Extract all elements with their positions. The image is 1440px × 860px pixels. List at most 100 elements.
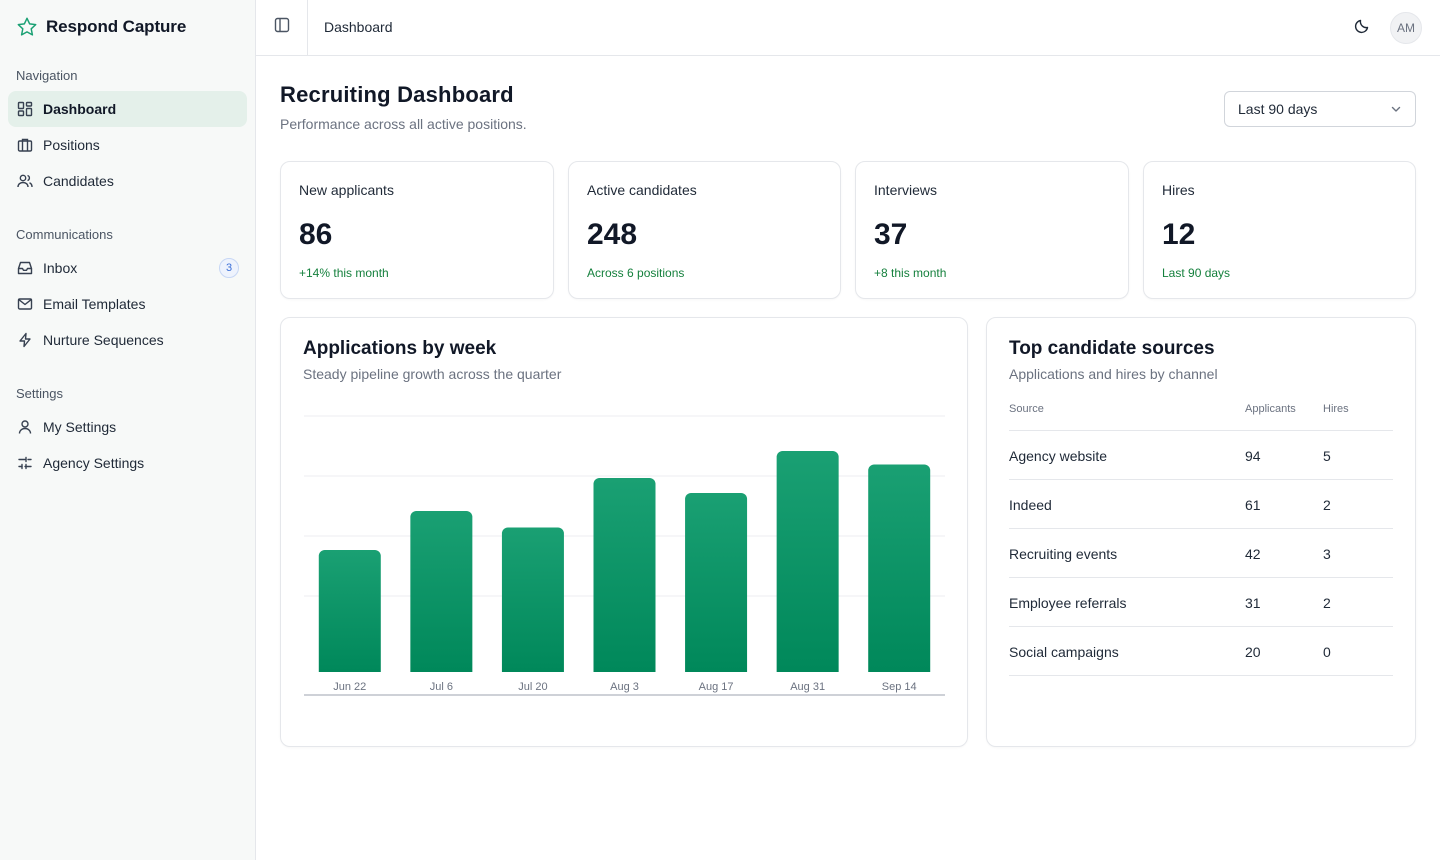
- applicants-count: 20: [1245, 644, 1261, 660]
- sidebar-toggle-icon: [274, 17, 290, 38]
- applications-chart-panel: Applications by week Steady pipeline gro…: [280, 317, 968, 747]
- avatar[interactable]: AM: [1390, 12, 1422, 44]
- panel-subtitle: Steady pipeline growth across the quarte…: [303, 366, 562, 382]
- stat-note: Last 90 days: [1162, 266, 1231, 280]
- chart-bar: [685, 493, 748, 672]
- hires-count: 5: [1323, 448, 1331, 464]
- hires-count: 2: [1323, 497, 1331, 513]
- nav-section-title: Communications: [16, 227, 113, 242]
- chart-bar: [776, 451, 839, 672]
- source-name: Indeed: [1009, 497, 1052, 513]
- source-name: Recruiting events: [1009, 546, 1118, 562]
- source-name: Social campaigns: [1009, 644, 1119, 660]
- sidebar-toggle-button[interactable]: [256, 0, 308, 55]
- chart-tick-label: Jun 22: [333, 681, 366, 693]
- page-subtitle: Performance across all active positions.: [280, 116, 527, 132]
- chart-bar: [868, 464, 931, 672]
- breadcrumb: Dashboard: [324, 19, 393, 35]
- inbox-icon: [16, 260, 33, 277]
- chart-tick-label: Jul 20: [518, 681, 547, 693]
- table-row: Indeed 61 2: [1009, 480, 1393, 529]
- table-row: Recruiting events 42 3: [1009, 529, 1393, 578]
- stat-label: Interviews: [874, 182, 938, 198]
- sidebar-item-positions[interactable]: Positions: [8, 127, 247, 163]
- sources-table: Source Applicants Hires Agency website 9…: [1009, 398, 1393, 676]
- panel-title: Applications by week: [303, 338, 497, 359]
- chart-tick-label: Sep 14: [882, 681, 917, 693]
- hires-count: 2: [1323, 595, 1331, 611]
- sidebar-item-label: Email Templates: [43, 296, 146, 312]
- stat-value: 37: [874, 218, 908, 251]
- sliders-icon: [16, 455, 33, 472]
- sidebar-item-agency-settings[interactable]: Agency Settings: [8, 445, 247, 481]
- sidebar-item-label: Dashboard: [43, 101, 117, 117]
- stat-value: 12: [1162, 218, 1196, 251]
- sidebar-item-inbox[interactable]: Inbox 3: [8, 250, 247, 286]
- applications-bar-chart: Jun 22 Jul 6 Jul 20 Aug 3 Aug 17 Aug 31 Sep 14: [304, 415, 945, 696]
- mail-icon: [16, 296, 33, 313]
- moon-icon: [1354, 18, 1370, 39]
- top-bar: Dashboard AM: [256, 0, 1440, 56]
- chart-bar: [318, 550, 381, 672]
- chart-bar: [410, 511, 473, 672]
- user-icon: [16, 419, 33, 436]
- brand[interactable]: Respond Capture: [16, 15, 186, 39]
- star-icon: [16, 16, 38, 38]
- sidebar-item-label: Positions: [43, 137, 100, 153]
- sidebar-item-candidates[interactable]: Candidates: [8, 163, 247, 199]
- column-header-hires: Hires: [1323, 403, 1349, 415]
- sidebar-item-dashboard[interactable]: Dashboard: [8, 91, 247, 127]
- applicants-count: 94: [1245, 448, 1261, 464]
- briefcase-icon: [16, 137, 33, 154]
- date-range-value: Last 90 days: [1238, 101, 1318, 117]
- sidebar-item-label: Agency Settings: [43, 455, 145, 471]
- stat-card-active-candidates: Active candidates 248 Across 6 positions: [568, 161, 841, 299]
- sidebar-item-my-settings[interactable]: My Settings: [8, 409, 247, 445]
- sidebar-item-label: Candidates: [43, 173, 114, 189]
- unread-count-badge: 3: [219, 258, 239, 278]
- chart-tick-label: Aug 3: [610, 681, 639, 693]
- applicants-count: 61: [1245, 497, 1261, 513]
- lightning-icon: [16, 332, 33, 349]
- stat-label: Hires: [1162, 182, 1195, 198]
- table-row: Employee referrals 31 2: [1009, 578, 1393, 627]
- nav-section-title: Navigation: [16, 68, 78, 83]
- sidebar-item-label: My Settings: [43, 419, 117, 435]
- sidebar-item-label: Inbox: [43, 260, 78, 276]
- stat-card-hires: Hires 12 Last 90 days: [1143, 161, 1416, 299]
- hires-count: 3: [1323, 546, 1331, 562]
- column-header-source: Source: [1009, 403, 1044, 415]
- stat-note: +14% this month: [299, 266, 389, 280]
- sidebar: Respond Capture Navigation Dashboard Pos…: [0, 0, 256, 860]
- chart-bar: [501, 527, 564, 672]
- dashboard-icon: [16, 101, 33, 118]
- stat-note: Across 6 positions: [587, 266, 685, 280]
- chart-tick-label: Aug 17: [699, 681, 734, 693]
- source-name: Employee referrals: [1009, 595, 1127, 611]
- column-header-applicants: Applicants: [1245, 403, 1296, 415]
- table-header: Source Applicants Hires: [1009, 398, 1393, 431]
- source-name: Agency website: [1009, 448, 1108, 464]
- stat-label: Active candidates: [587, 182, 697, 198]
- date-range-select[interactable]: Last 90 days: [1224, 91, 1416, 127]
- users-icon: [16, 173, 33, 190]
- stat-card-interviews: Interviews 37 +8 this month: [855, 161, 1129, 299]
- sidebar-item-email-templates[interactable]: Email Templates: [8, 286, 247, 322]
- stat-value: 248: [587, 218, 638, 251]
- panel-title: Top candidate sources: [1009, 338, 1215, 359]
- brand-name: Respond Capture: [46, 17, 187, 36]
- stat-card-new-applicants: New applicants 86 +14% this month: [280, 161, 554, 299]
- table-row: Social campaigns 20 0: [1009, 627, 1393, 676]
- page-title: Recruiting Dashboard: [280, 82, 514, 107]
- stat-value: 86: [299, 218, 333, 251]
- hires-count: 0: [1323, 644, 1331, 660]
- candidate-sources-panel: Top candidate sources Applications and h…: [986, 317, 1416, 747]
- nav-section-title: Settings: [16, 386, 63, 401]
- sidebar-item-label: Nurture Sequences: [43, 332, 164, 348]
- chevron-down-icon: [1389, 102, 1403, 119]
- panel-subtitle: Applications and hires by channel: [1009, 366, 1218, 382]
- chart-bar: [593, 478, 656, 672]
- sidebar-item-nurture-sequences[interactable]: Nurture Sequences: [8, 322, 247, 358]
- theme-toggle-button[interactable]: [1350, 16, 1374, 40]
- stat-note: +8 this month: [874, 266, 947, 280]
